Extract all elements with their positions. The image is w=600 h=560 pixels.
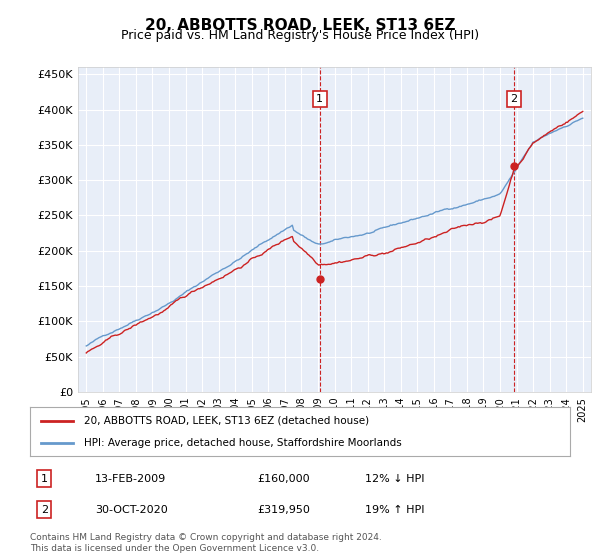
Text: 1: 1 — [41, 474, 48, 484]
Text: 13-FEB-2009: 13-FEB-2009 — [95, 474, 166, 484]
Text: 20, ABBOTTS ROAD, LEEK, ST13 6EZ: 20, ABBOTTS ROAD, LEEK, ST13 6EZ — [145, 18, 455, 33]
Text: Price paid vs. HM Land Registry's House Price Index (HPI): Price paid vs. HM Land Registry's House … — [121, 29, 479, 42]
Text: 2: 2 — [510, 94, 517, 104]
Text: 12% ↓ HPI: 12% ↓ HPI — [365, 474, 424, 484]
Text: £160,000: £160,000 — [257, 474, 310, 484]
Text: HPI: Average price, detached house, Staffordshire Moorlands: HPI: Average price, detached house, Staf… — [84, 437, 402, 447]
Text: Contains HM Land Registry data © Crown copyright and database right 2024.
This d: Contains HM Land Registry data © Crown c… — [30, 533, 382, 553]
Text: 19% ↑ HPI: 19% ↑ HPI — [365, 505, 424, 515]
Text: 2: 2 — [41, 505, 48, 515]
Text: 30-OCT-2020: 30-OCT-2020 — [95, 505, 167, 515]
Text: 20, ABBOTTS ROAD, LEEK, ST13 6EZ (detached house): 20, ABBOTTS ROAD, LEEK, ST13 6EZ (detach… — [84, 416, 369, 426]
Text: £319,950: £319,950 — [257, 505, 310, 515]
Text: 1: 1 — [316, 94, 323, 104]
